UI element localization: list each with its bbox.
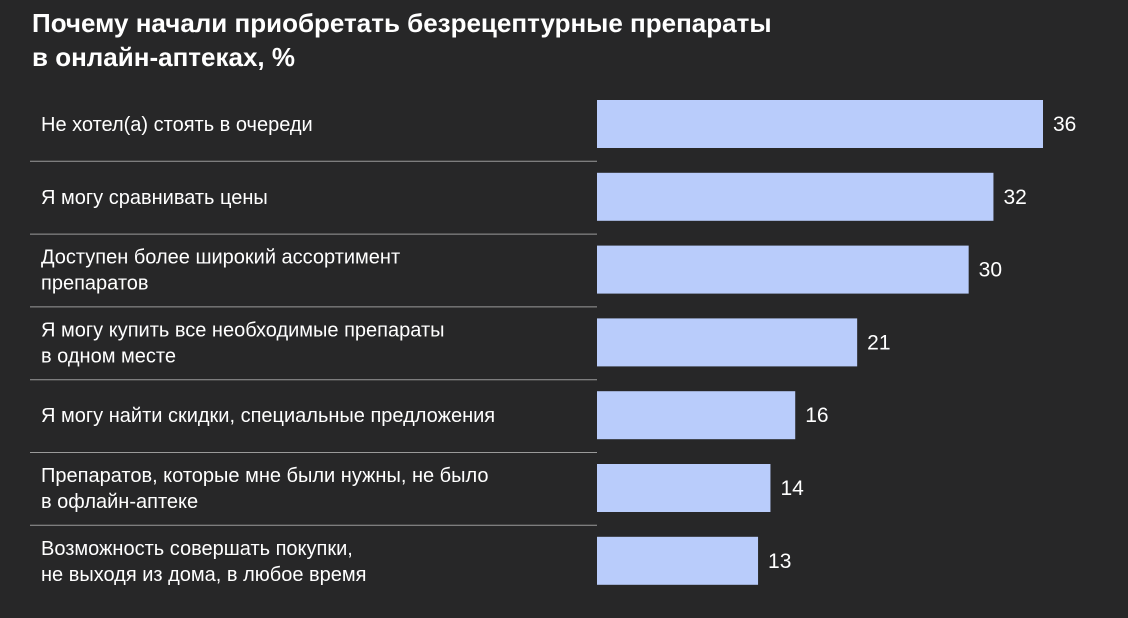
value-label: 36 [1053, 113, 1076, 136]
bar [597, 464, 771, 512]
chart-title-line-1: Почему начали приобретать безрецептурные… [32, 8, 772, 38]
bar [597, 391, 796, 440]
bar [597, 172, 994, 221]
category-label: Я могу найти скидки, специальные предлож… [41, 405, 495, 427]
value-label: 32 [1003, 186, 1026, 209]
bar [597, 245, 969, 294]
value-label: 30 [979, 259, 1002, 282]
bar [597, 100, 1043, 148]
value-label: 21 [867, 331, 890, 354]
category-label: Я могу купить все необходимые препараты в… [41, 319, 444, 367]
category-label: Препаратов, которые мне были нужны, не б… [41, 465, 489, 513]
value-label: 13 [768, 550, 791, 573]
category-label: Я могу сравнивать цены [41, 187, 268, 209]
category-label: Возможность совершать покупки, не выходя … [41, 538, 366, 586]
bar [597, 536, 759, 585]
category-label: Не хотел(а) стоять в очереди [41, 114, 313, 136]
category-label: Доступен более широкий ассортимент препар… [41, 247, 400, 295]
chart-title: Почему начали приобретать безрецептурные… [32, 6, 1032, 74]
value-label: 16 [805, 404, 828, 427]
value-label: 14 [780, 477, 804, 500]
chart-title-line-2: в онлайн-аптеках, % [32, 42, 295, 72]
bar [597, 318, 858, 367]
